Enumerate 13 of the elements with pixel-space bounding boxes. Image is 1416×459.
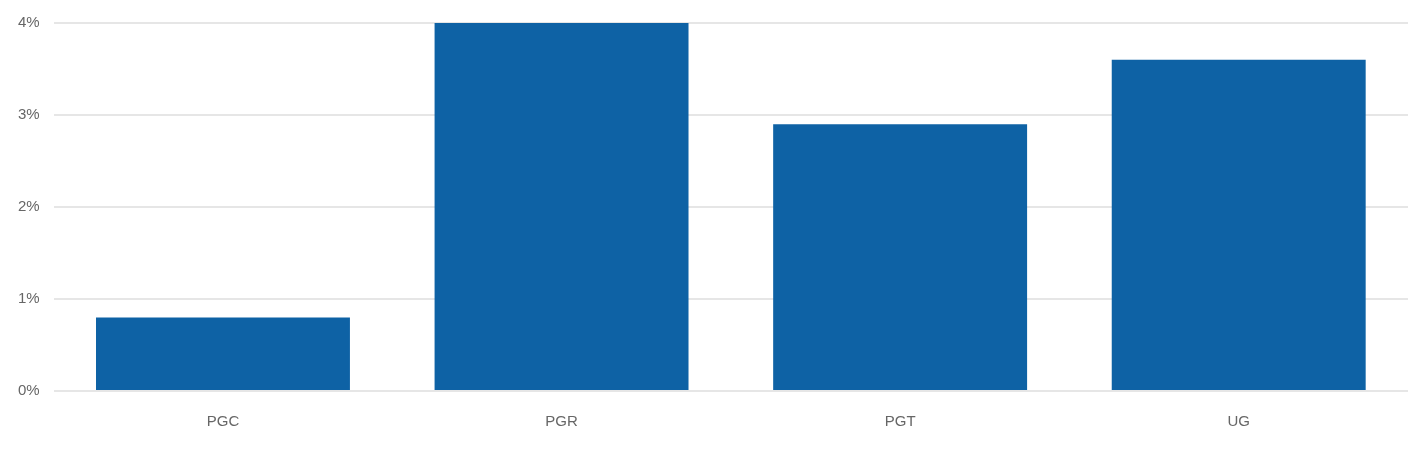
x-tick-label: PGR	[545, 412, 578, 430]
bar	[434, 23, 689, 390]
x-tick-label: PGC	[206, 412, 240, 430]
x-tick-label: UG	[1227, 412, 1250, 430]
y-tick-label: 4%	[17, 13, 40, 31]
bar	[1111, 59, 1366, 390]
bar	[773, 124, 1028, 390]
y-tick-label: 3%	[17, 105, 40, 123]
y-tick-label: 0%	[17, 381, 40, 399]
y-tick-label: 2%	[17, 197, 40, 215]
x-tick-label: PGT	[884, 412, 916, 430]
bar	[96, 317, 350, 390]
y-tick-label: 1%	[17, 289, 40, 307]
